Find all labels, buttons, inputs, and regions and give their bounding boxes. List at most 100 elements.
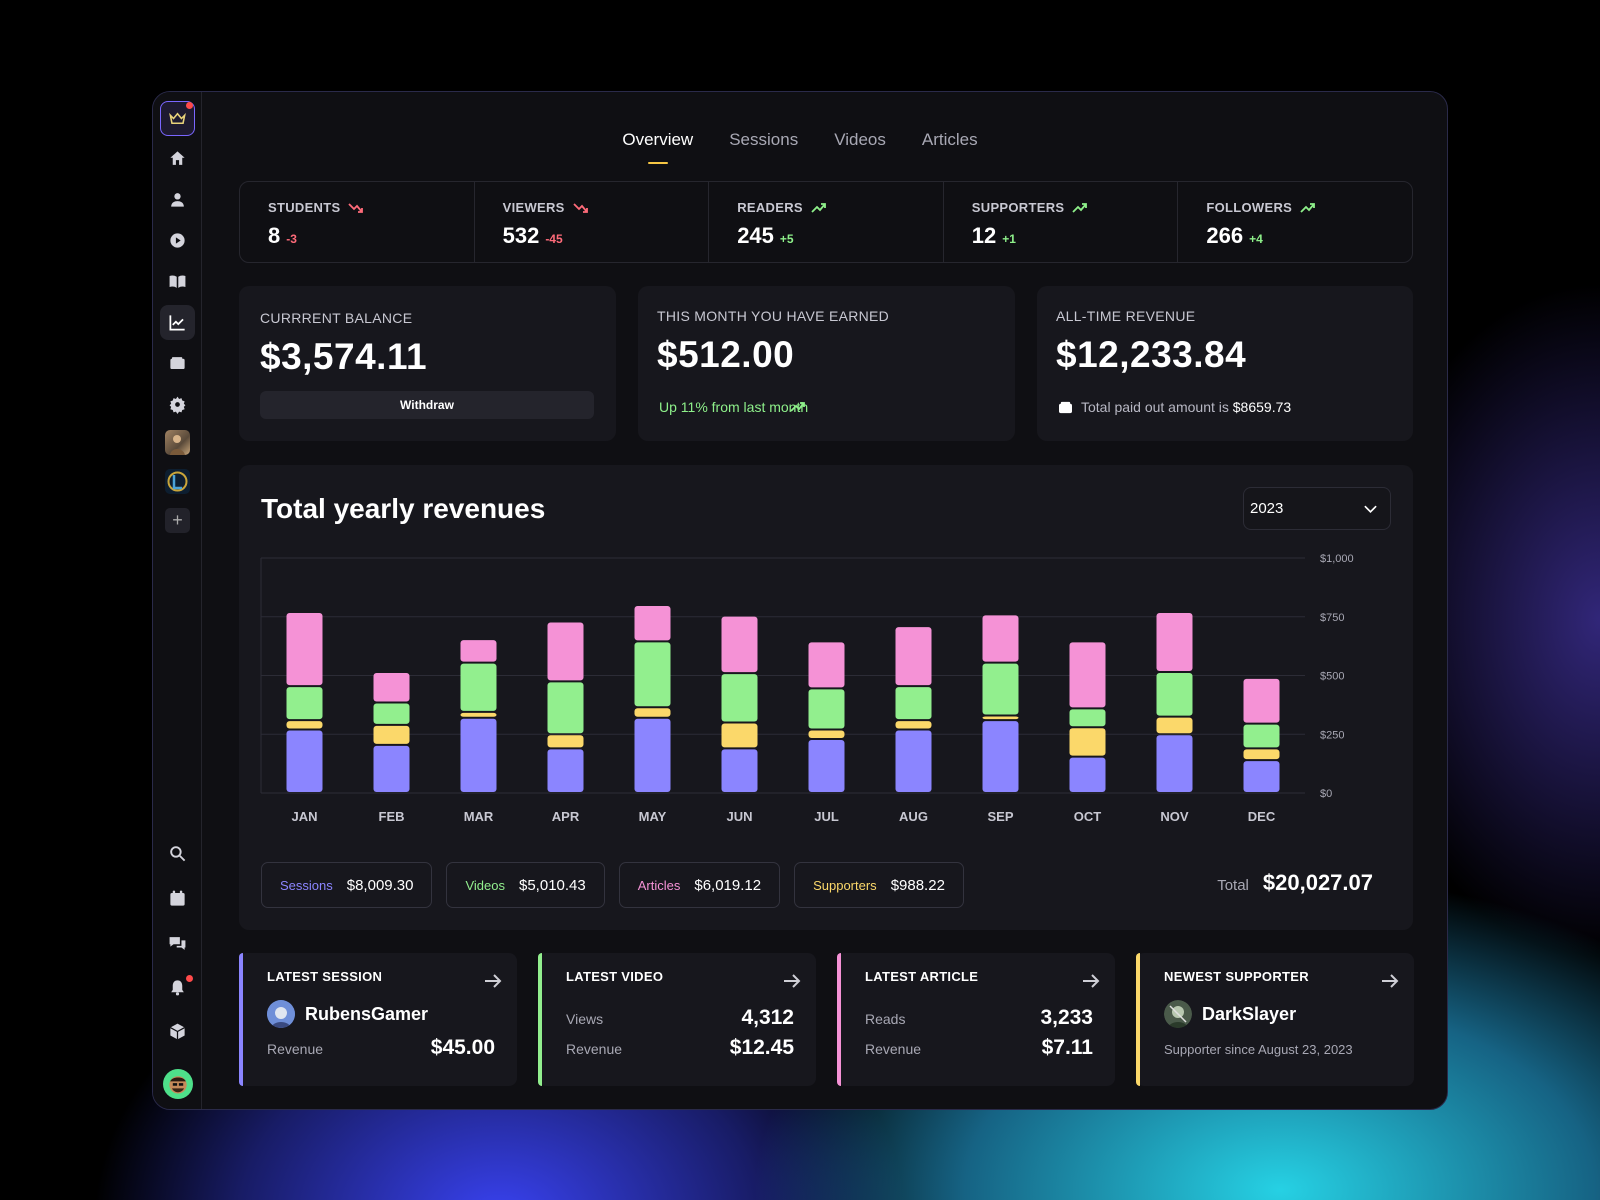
bar-segment-sessions-jan[interactable] xyxy=(286,730,323,792)
x-tick-label: MAR xyxy=(464,809,494,824)
legend-articles[interactable]: Articles $6,019.12 xyxy=(618,862,781,908)
chart-total: Total $20,027.07 xyxy=(1217,870,1373,896)
bar-segment-sessions-aug[interactable] xyxy=(895,730,932,792)
bar-segment-videos-aug[interactable] xyxy=(895,687,932,720)
home-icon[interactable] xyxy=(160,141,195,176)
bar-segment-supporters-jan[interactable] xyxy=(286,721,323,729)
newest-supporter-card[interactable]: NEWEST SUPPORTER DarkSlayer Supporter si… xyxy=(1136,953,1414,1086)
latest-video-card[interactable]: LATEST VIDEO Views 4,312 Revenue $12.45 xyxy=(538,953,816,1086)
arrow-right-icon[interactable] xyxy=(1380,971,1400,991)
stat-label: STUDENTS xyxy=(268,200,341,215)
user-icon[interactable] xyxy=(160,182,195,217)
bar-segment-sessions-nov[interactable] xyxy=(1156,735,1193,792)
x-tick-label: NOV xyxy=(1160,809,1189,824)
user-avatar[interactable] xyxy=(163,1069,193,1099)
gear-icon[interactable] xyxy=(160,387,195,422)
app-window: + Overview Sessions Videos Articles STUD… xyxy=(152,91,1448,1110)
legend-amount: $988.22 xyxy=(890,876,945,894)
bar-segment-sessions-may[interactable] xyxy=(634,718,671,792)
y-tick-label: $750 xyxy=(1320,612,1344,624)
earned-card: THIS MONTH YOU HAVE EARNED $512.00 Up 11… xyxy=(638,286,1015,441)
search-icon[interactable] xyxy=(160,836,195,871)
bar-segment-sessions-sep[interactable] xyxy=(982,721,1019,792)
latest-article-card[interactable]: LATEST ARTICLE Reads 3,233 Revenue $7.11 xyxy=(837,953,1115,1086)
bar-segment-articles-oct[interactable] xyxy=(1069,642,1106,708)
stats-strip: STUDENTS 8 -3 VIEWERS 532 -45 READERS 245 +… xyxy=(239,181,1413,263)
balance-card: CURRRENT BALANCE $3,574.11 Withdraw xyxy=(239,286,616,441)
bar-segment-videos-jan[interactable] xyxy=(286,687,323,720)
bar-segment-articles-nov[interactable] xyxy=(1156,613,1193,671)
accent-bar xyxy=(837,953,841,1086)
bar-segment-supporters-dec[interactable] xyxy=(1243,749,1280,760)
bar-segment-sessions-dec[interactable] xyxy=(1243,761,1280,792)
bar-segment-sessions-jul[interactable] xyxy=(808,739,845,792)
arrow-right-icon[interactable] xyxy=(782,971,802,991)
arrow-right-icon[interactable] xyxy=(483,971,503,991)
bar-segment-supporters-sep[interactable] xyxy=(982,716,1019,720)
bar-segment-supporters-mar[interactable] xyxy=(460,712,497,717)
latest-session-card[interactable]: LATEST SESSION RubensGamer Revenue $45.0… xyxy=(239,953,517,1086)
bar-segment-supporters-aug[interactable] xyxy=(895,721,932,729)
bar-segment-videos-oct[interactable] xyxy=(1069,709,1106,727)
wallet-icon[interactable] xyxy=(160,346,195,381)
bar-segment-articles-may[interactable] xyxy=(634,606,671,641)
bar-segment-sessions-mar[interactable] xyxy=(460,718,497,792)
bar-segment-sessions-jun[interactable] xyxy=(721,749,758,792)
bar-segment-supporters-oct[interactable] xyxy=(1069,728,1106,756)
arrow-right-icon[interactable] xyxy=(1081,971,1101,991)
bar-segment-articles-jul[interactable] xyxy=(808,642,845,688)
bar-segment-videos-may[interactable] xyxy=(634,642,671,707)
withdraw-button[interactable]: Withdraw xyxy=(260,391,594,419)
bar-segment-videos-jun[interactable] xyxy=(721,674,758,722)
chart-icon[interactable] xyxy=(160,305,195,340)
legend-supporters[interactable]: Supporters $988.22 xyxy=(794,862,964,908)
add-community-button[interactable]: + xyxy=(165,508,190,533)
bar-segment-videos-nov[interactable] xyxy=(1156,672,1193,716)
revenue-label: Revenue xyxy=(267,1041,324,1057)
community-avatar-league[interactable] xyxy=(165,469,190,494)
calendar-icon[interactable] xyxy=(160,881,195,916)
bar-segment-articles-aug[interactable] xyxy=(895,627,932,686)
bar-segment-articles-apr[interactable] xyxy=(547,622,584,681)
bar-segment-supporters-may[interactable] xyxy=(634,708,671,717)
bar-segment-supporters-jun[interactable] xyxy=(721,723,758,748)
bar-segment-videos-mar[interactable] xyxy=(460,663,497,711)
tab-articles[interactable]: Articles xyxy=(921,130,978,149)
stat-value: 245 xyxy=(737,223,774,248)
y-tick-label: $250 xyxy=(1320,729,1344,741)
bar-segment-videos-feb[interactable] xyxy=(373,703,410,724)
bar-segment-articles-dec[interactable] xyxy=(1243,678,1280,723)
stat-value: 266 xyxy=(1206,223,1244,248)
chat-icon[interactable] xyxy=(160,926,195,961)
bar-segment-articles-feb[interactable] xyxy=(373,672,410,702)
tab-overview[interactable]: Overview xyxy=(622,130,693,164)
bar-segment-supporters-jul[interactable] xyxy=(808,730,845,738)
bar-segment-sessions-feb[interactable] xyxy=(373,745,410,792)
legend-videos[interactable]: Videos $5,010.43 xyxy=(446,862,605,908)
box-icon[interactable] xyxy=(160,1014,195,1049)
year-value: 2023 xyxy=(1250,500,1284,517)
revenue-label: Revenue xyxy=(865,1041,922,1057)
bell-icon[interactable] xyxy=(160,970,195,1005)
bar-segment-articles-mar[interactable] xyxy=(460,640,497,662)
bar-segment-videos-jul[interactable] xyxy=(808,689,845,729)
bar-segment-supporters-feb[interactable] xyxy=(373,725,410,744)
bar-segment-sessions-apr[interactable] xyxy=(547,749,584,792)
book-icon[interactable] xyxy=(160,264,195,299)
community-avatar-warrior[interactable] xyxy=(165,430,190,455)
bar-segment-articles-jan[interactable] xyxy=(286,613,323,686)
bar-segment-supporters-nov[interactable] xyxy=(1156,717,1193,734)
bar-segment-articles-jun[interactable] xyxy=(721,616,758,673)
bar-segment-videos-dec[interactable] xyxy=(1243,724,1280,748)
bar-segment-supporters-apr[interactable] xyxy=(547,735,584,748)
year-dropdown[interactable]: 2023 xyxy=(1243,487,1391,530)
legend-sessions[interactable]: Sessions $8,009.30 xyxy=(261,862,433,908)
trend-up-icon xyxy=(811,202,826,213)
bar-segment-articles-sep[interactable] xyxy=(982,615,1019,662)
bar-segment-videos-sep[interactable] xyxy=(982,663,1019,715)
bar-segment-videos-apr[interactable] xyxy=(547,682,584,734)
play-icon[interactable] xyxy=(160,223,195,258)
tab-sessions[interactable]: Sessions xyxy=(729,130,799,149)
tab-videos[interactable]: Videos xyxy=(834,130,886,149)
bar-segment-sessions-oct[interactable] xyxy=(1069,757,1106,792)
